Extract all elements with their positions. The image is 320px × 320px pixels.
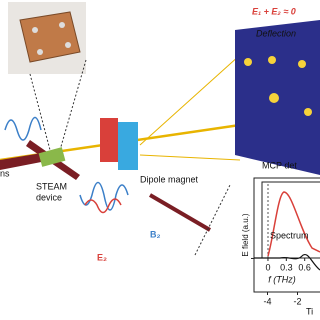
magnet-blue [118, 122, 138, 170]
x-tick-label: -4 [263, 296, 271, 306]
x-tick-label: 0 [265, 262, 270, 272]
deflection-label: Deflection [256, 28, 296, 38]
trace-curve [254, 254, 320, 271]
magnet-label: Dipole magnet [140, 174, 199, 184]
mcp-label: MCP det [262, 160, 297, 170]
spectrum-curve [267, 191, 320, 257]
x-label: Ti [306, 306, 313, 316]
b2-label: B₂ [150, 229, 161, 239]
x-tick-label: -2 [293, 296, 301, 306]
steam-label: device [36, 192, 62, 202]
spectrum-title: Spectrum [270, 230, 309, 240]
electrons-label: ns [0, 168, 10, 178]
e2-label: E₂ [97, 252, 107, 262]
magnet-red [100, 118, 118, 162]
steam-label: STEAM [36, 181, 67, 191]
sum-label: E₁ + E₂ ≈ 0 [252, 6, 296, 16]
x-label: f (THz) [268, 274, 296, 284]
x-tick-label: 0.3 [280, 262, 293, 272]
device-photo [19, 11, 81, 63]
x-tick-label: 0.6 [298, 262, 311, 272]
beam-cone [139, 54, 241, 146]
y-label: E field (a.u.) [241, 213, 250, 256]
